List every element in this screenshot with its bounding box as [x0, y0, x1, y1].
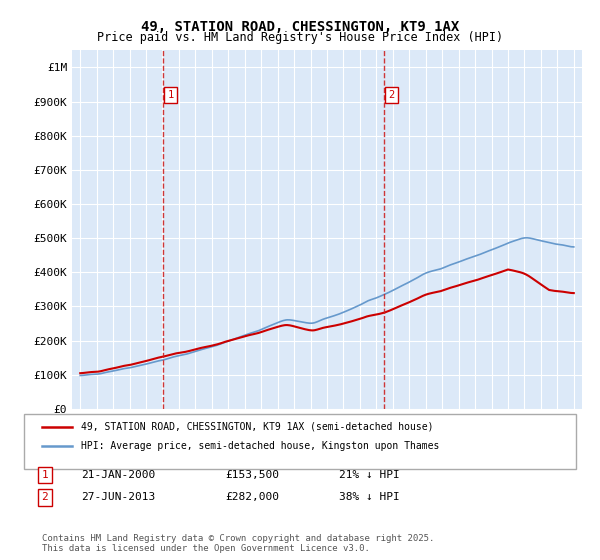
Text: £153,500: £153,500 [225, 470, 279, 480]
Text: 1: 1 [41, 470, 49, 480]
Text: 21% ↓ HPI: 21% ↓ HPI [339, 470, 400, 480]
Text: 2: 2 [389, 90, 395, 100]
Text: Price paid vs. HM Land Registry's House Price Index (HPI): Price paid vs. HM Land Registry's House … [97, 31, 503, 44]
Text: 49, STATION ROAD, CHESSINGTON, KT9 1AX (semi-detached house): 49, STATION ROAD, CHESSINGTON, KT9 1AX (… [81, 422, 433, 432]
Text: Contains HM Land Registry data © Crown copyright and database right 2025.
This d: Contains HM Land Registry data © Crown c… [42, 534, 434, 553]
Text: 2: 2 [41, 492, 49, 502]
Text: 27-JUN-2013: 27-JUN-2013 [81, 492, 155, 502]
Text: 1: 1 [167, 90, 173, 100]
Text: 49, STATION ROAD, CHESSINGTON, KT9 1AX: 49, STATION ROAD, CHESSINGTON, KT9 1AX [141, 20, 459, 34]
Text: 21-JAN-2000: 21-JAN-2000 [81, 470, 155, 480]
Text: 38% ↓ HPI: 38% ↓ HPI [339, 492, 400, 502]
Text: HPI: Average price, semi-detached house, Kingston upon Thames: HPI: Average price, semi-detached house,… [81, 441, 439, 451]
Text: £282,000: £282,000 [225, 492, 279, 502]
